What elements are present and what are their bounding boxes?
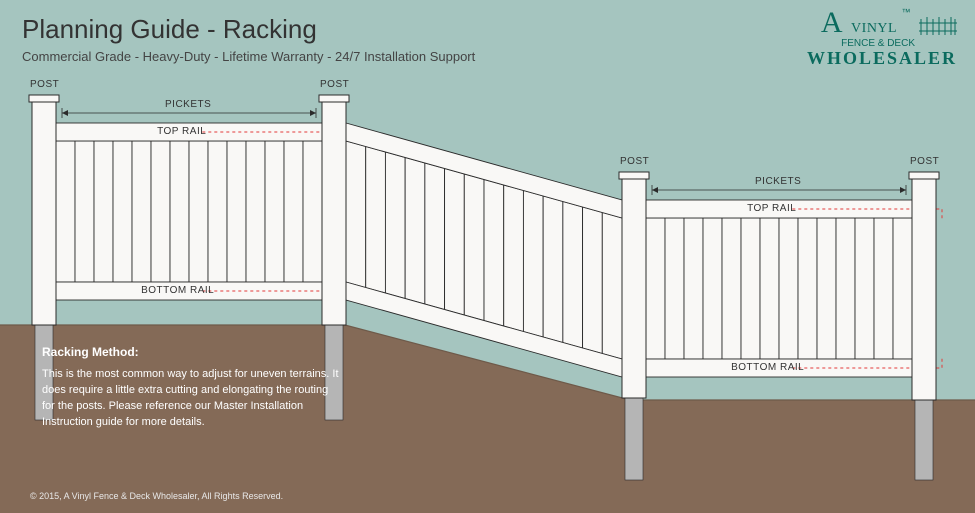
label-pickets: PICKETS xyxy=(165,99,211,110)
label-post: POST xyxy=(620,156,649,167)
label-layer: POST POST PICKETS TOP RAIL BOTTOM RAIL POST PO… xyxy=(0,0,975,513)
label-bottom-rail: BOTTOM RAIL xyxy=(141,285,214,296)
label-pickets: PICKETS xyxy=(755,176,801,187)
label-bottom-rail: BOTTOM RAIL xyxy=(731,362,804,373)
label-post: POST xyxy=(910,156,939,167)
label-post: POST xyxy=(30,79,59,90)
label-top-rail: TOP RAIL xyxy=(157,126,206,137)
label-top-rail: TOP RAIL xyxy=(747,203,796,214)
label-post: POST xyxy=(320,79,349,90)
